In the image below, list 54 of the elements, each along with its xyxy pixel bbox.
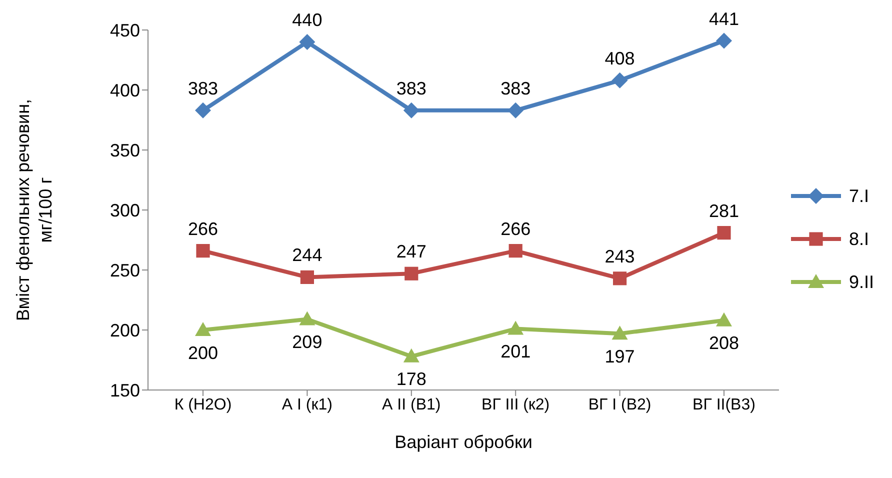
x-tick-label: ВГ ІІІ (к2): [482, 396, 550, 414]
x-tick-label: ВГ І (В2): [588, 396, 652, 414]
y-tick-label: 250: [110, 260, 140, 280]
y-tick-label: 150: [110, 380, 140, 400]
point: [508, 320, 524, 335]
x-tick-label: А ІІ (В1): [382, 396, 441, 414]
x-axis-title: Варіант обробки: [394, 432, 532, 452]
legend-label: 7.I: [848, 186, 869, 206]
data-label: 383: [500, 78, 531, 98]
point: [195, 102, 211, 118]
data-label: 266: [500, 218, 531, 239]
data-label: 383: [396, 78, 426, 98]
data-label: 201: [500, 342, 531, 362]
point: [612, 326, 628, 340]
data-label: 383: [188, 78, 218, 98]
point: [612, 272, 627, 286]
data-label: 281: [708, 200, 740, 221]
data-label: 178: [396, 369, 426, 390]
legend-label: 9.II: [848, 272, 874, 292]
x-tick-label: ВГ ІІ(В3): [692, 396, 756, 414]
x-tick-label: К (H2O): [174, 396, 232, 414]
point: [716, 312, 732, 326]
y-tick-label: 300: [110, 200, 140, 220]
point: [403, 348, 420, 362]
data-label: 200: [188, 342, 218, 363]
data-label: 408: [604, 48, 635, 68]
legend-label: 8.I: [848, 228, 869, 250]
point: [612, 72, 628, 88]
y-axis-title: Вміст фенольних речовин, мг/100 г: [13, 98, 56, 322]
data-label: 243: [604, 246, 635, 266]
y-tick-label: 400: [110, 80, 140, 100]
data-label: 197: [604, 346, 635, 366]
point: [299, 311, 316, 326]
data-label: 244: [292, 245, 322, 266]
data-label: 440: [292, 10, 322, 30]
y-tick-label: 350: [110, 140, 140, 160]
data-label: 209: [292, 332, 322, 352]
x-tick-label: А І (к1): [282, 396, 332, 414]
point: [404, 266, 418, 280]
point: [508, 244, 522, 258]
data-label: 208: [708, 333, 740, 354]
point: [299, 34, 316, 50]
point: [195, 322, 211, 336]
point: [716, 32, 732, 49]
point: [403, 102, 420, 118]
point: [300, 270, 314, 284]
data-label: 247: [396, 242, 426, 262]
data-label: 266: [188, 218, 218, 239]
y-tick-label: 200: [110, 320, 140, 340]
point: [717, 226, 731, 240]
point: [196, 244, 210, 258]
point: [508, 102, 524, 118]
y-tick-label: 450: [110, 20, 140, 40]
data-label: 441: [708, 8, 740, 29]
